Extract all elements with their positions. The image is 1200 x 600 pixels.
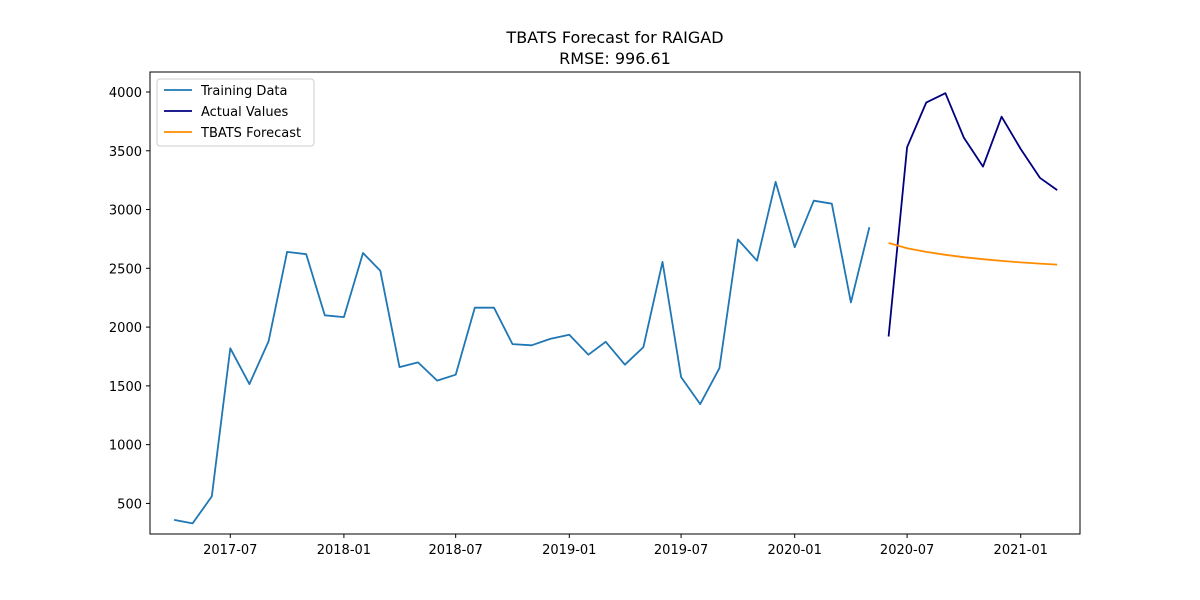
- x-axis: 2017-07 2018-01 2018-07 2019-01 2019-07 2020-…: [203, 534, 1048, 558]
- y-tick-label: 1500: [109, 380, 142, 395]
- x-tick-label: 2018-07: [429, 543, 483, 558]
- x-tick-label: 2021-01: [994, 543, 1048, 558]
- y-axis: 500 1000 1500 2000 2500 3000 3500 4000: [109, 86, 150, 512]
- plot-lines: [173, 92, 1058, 525]
- y-tick-label: 4000: [109, 86, 142, 101]
- legend: Training Data Actual Values TBATS Forecast: [156, 78, 315, 147]
- x-tick-label: 2020-01: [768, 543, 822, 558]
- y-tick-label: 500: [117, 497, 142, 512]
- legend-entry: Actual Values: [201, 105, 289, 120]
- y-tick-label: 2000: [109, 321, 142, 336]
- legend-box: [156, 78, 315, 147]
- series-line-0: [173, 180, 871, 525]
- x-tick-label: 2019-07: [654, 543, 708, 558]
- x-tick-label: 2018-01: [317, 543, 371, 558]
- x-tick-label: 2019-01: [542, 543, 596, 558]
- series-line-1: [887, 92, 1058, 337]
- y-tick-label: 2500: [109, 262, 142, 277]
- chart-subtitle: RMSE: 996.61: [559, 49, 671, 68]
- legend-entry: Training Data: [200, 84, 287, 99]
- x-tick-label: 2017-07: [203, 543, 257, 558]
- y-tick-label: 3500: [109, 145, 142, 160]
- x-tick-label: 2020-07: [880, 543, 934, 558]
- chart-title: TBATS Forecast for RAIGAD: [505, 28, 723, 47]
- plot-frame: [149, 71, 1081, 535]
- y-tick-label: 3000: [109, 204, 142, 219]
- series-line-2: [888, 242, 1058, 266]
- legend-entry: TBATS Forecast: [200, 126, 301, 141]
- y-tick-label: 1000: [109, 439, 142, 454]
